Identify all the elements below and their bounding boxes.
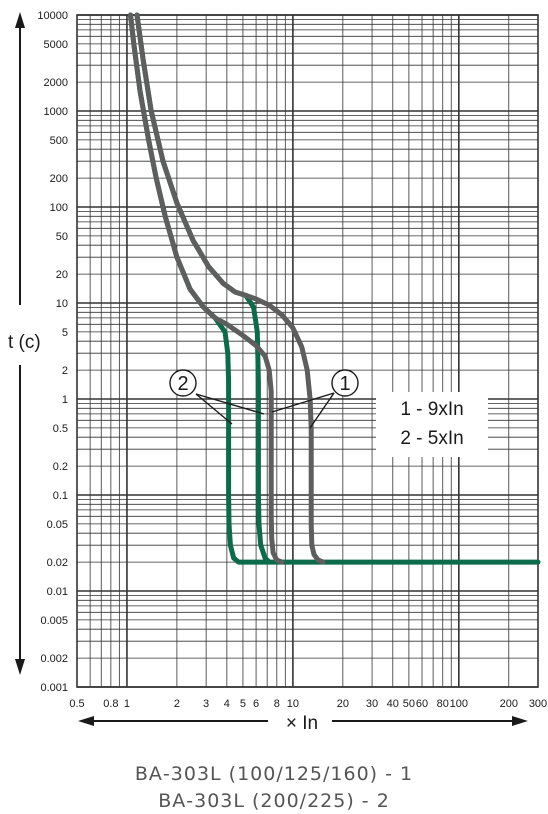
y-tick-label: 0.05 <box>47 519 68 531</box>
chart-axes: t (c) × In <box>8 12 528 734</box>
y-tick-label: 5000 <box>44 39 68 51</box>
x-tick-label: 50 <box>403 698 415 710</box>
y-tick-label: 0.02 <box>47 557 68 569</box>
y-tick-label: 0.2 <box>53 461 68 473</box>
legend: 1 - 9xIn 2 - 5xIn <box>376 392 488 457</box>
x-tick-label: 40 <box>387 698 399 710</box>
chart-grid <box>76 14 539 688</box>
x-tick-label: 20 <box>337 698 349 710</box>
y-tick-label: 10000 <box>37 10 68 22</box>
x-tick-label: 4 <box>224 698 230 710</box>
x-tick-label: 300 <box>529 698 547 710</box>
footer-model-line-2: ВА-303L (200/225) - 2 <box>158 790 390 812</box>
x-tick-label: 0.5 <box>69 698 84 710</box>
y-tick-label: 500 <box>50 135 68 147</box>
marker-2-leader-line <box>195 393 265 415</box>
x-tick-label: 3 <box>203 698 209 710</box>
series-2-upper-line <box>134 12 272 565</box>
y-tick-label: 0.005 <box>40 615 68 627</box>
series-1-lower-line <box>128 12 285 565</box>
y-tick-label: 200 <box>50 173 68 185</box>
series-1-upper-line <box>134 12 326 565</box>
y-tick-label: 0.01 <box>47 586 68 598</box>
x-tick-label: 6 <box>253 698 259 710</box>
legend-box <box>376 392 488 457</box>
y-tick-label: 1 <box>62 394 68 406</box>
x-axis-label: × In <box>286 713 318 734</box>
footer-model-line-1: ВА-303L (100/125/160) - 1 <box>134 763 414 785</box>
y-axis-arrow-up-head <box>15 12 25 28</box>
y-tick-label: 2 <box>62 365 68 377</box>
y-axis-label: t (c) <box>8 332 41 353</box>
x-tick-label: 30 <box>366 698 378 710</box>
y-tick-label: 0.1 <box>53 490 68 502</box>
y-tick-labels: 10000 5000 2000 1000 500 200 100 50 20 10 5 2 1 0.5 0.… <box>37 10 68 694</box>
trip-characteristic-chart: 100005000200010005002001005020105210.50.… <box>8 10 547 734</box>
marker-1-label: 1 <box>339 373 350 395</box>
x-tick-label: 8 <box>274 698 280 710</box>
y-tick-label: 50 <box>56 231 68 243</box>
y-tick-label: 5 <box>62 327 68 339</box>
y-tick-label: 10 <box>56 298 68 310</box>
x-tick-label: 200 <box>500 698 518 710</box>
y-tick-label: 2000 <box>44 77 68 89</box>
legend-entry: 2 - 5xIn <box>400 428 463 449</box>
x-axis-arrow-left-head <box>78 716 94 726</box>
x-tick-label: 0.8 <box>103 698 118 710</box>
x-axis-arrow-right-head <box>512 716 528 726</box>
marker-1-circle <box>331 369 359 397</box>
y-tick-label: 20 <box>56 269 68 281</box>
x-tick-label: 1 <box>124 698 130 710</box>
marker-2-circle <box>169 369 197 397</box>
x-tick-label: 10 <box>287 698 299 710</box>
y-axis-arrow-down-head <box>15 659 25 675</box>
y-tick-label: 100 <box>50 202 68 214</box>
x-tick-label: 2 <box>174 698 180 710</box>
plot-frame <box>76 14 539 688</box>
x-tick-label: 80 <box>437 698 449 710</box>
legend-entry: 1 - 9xIn <box>400 399 463 420</box>
x-tick-labels: 0.5 0.8 1 2 3 4 5 6 8 10 20 30 40 50 60 80 100 200 300 <box>69 698 547 710</box>
x-tick-label: 60 <box>416 698 428 710</box>
y-tick-label: 0.001 <box>40 682 68 694</box>
y-tick-label: 0.002 <box>40 653 68 665</box>
marker-1-leader-line <box>309 392 335 429</box>
marker-2-label: 2 <box>177 373 188 395</box>
y-tick-label: 1000 <box>44 106 68 118</box>
y-tick-label: 0.5 <box>53 423 68 435</box>
marker-1-leader-line <box>271 392 335 413</box>
chart-curves <box>128 12 541 565</box>
x-tick-label: 5 <box>240 698 246 710</box>
marker-2-leader-line <box>195 393 233 425</box>
x-tick-label: 100 <box>450 698 468 710</box>
